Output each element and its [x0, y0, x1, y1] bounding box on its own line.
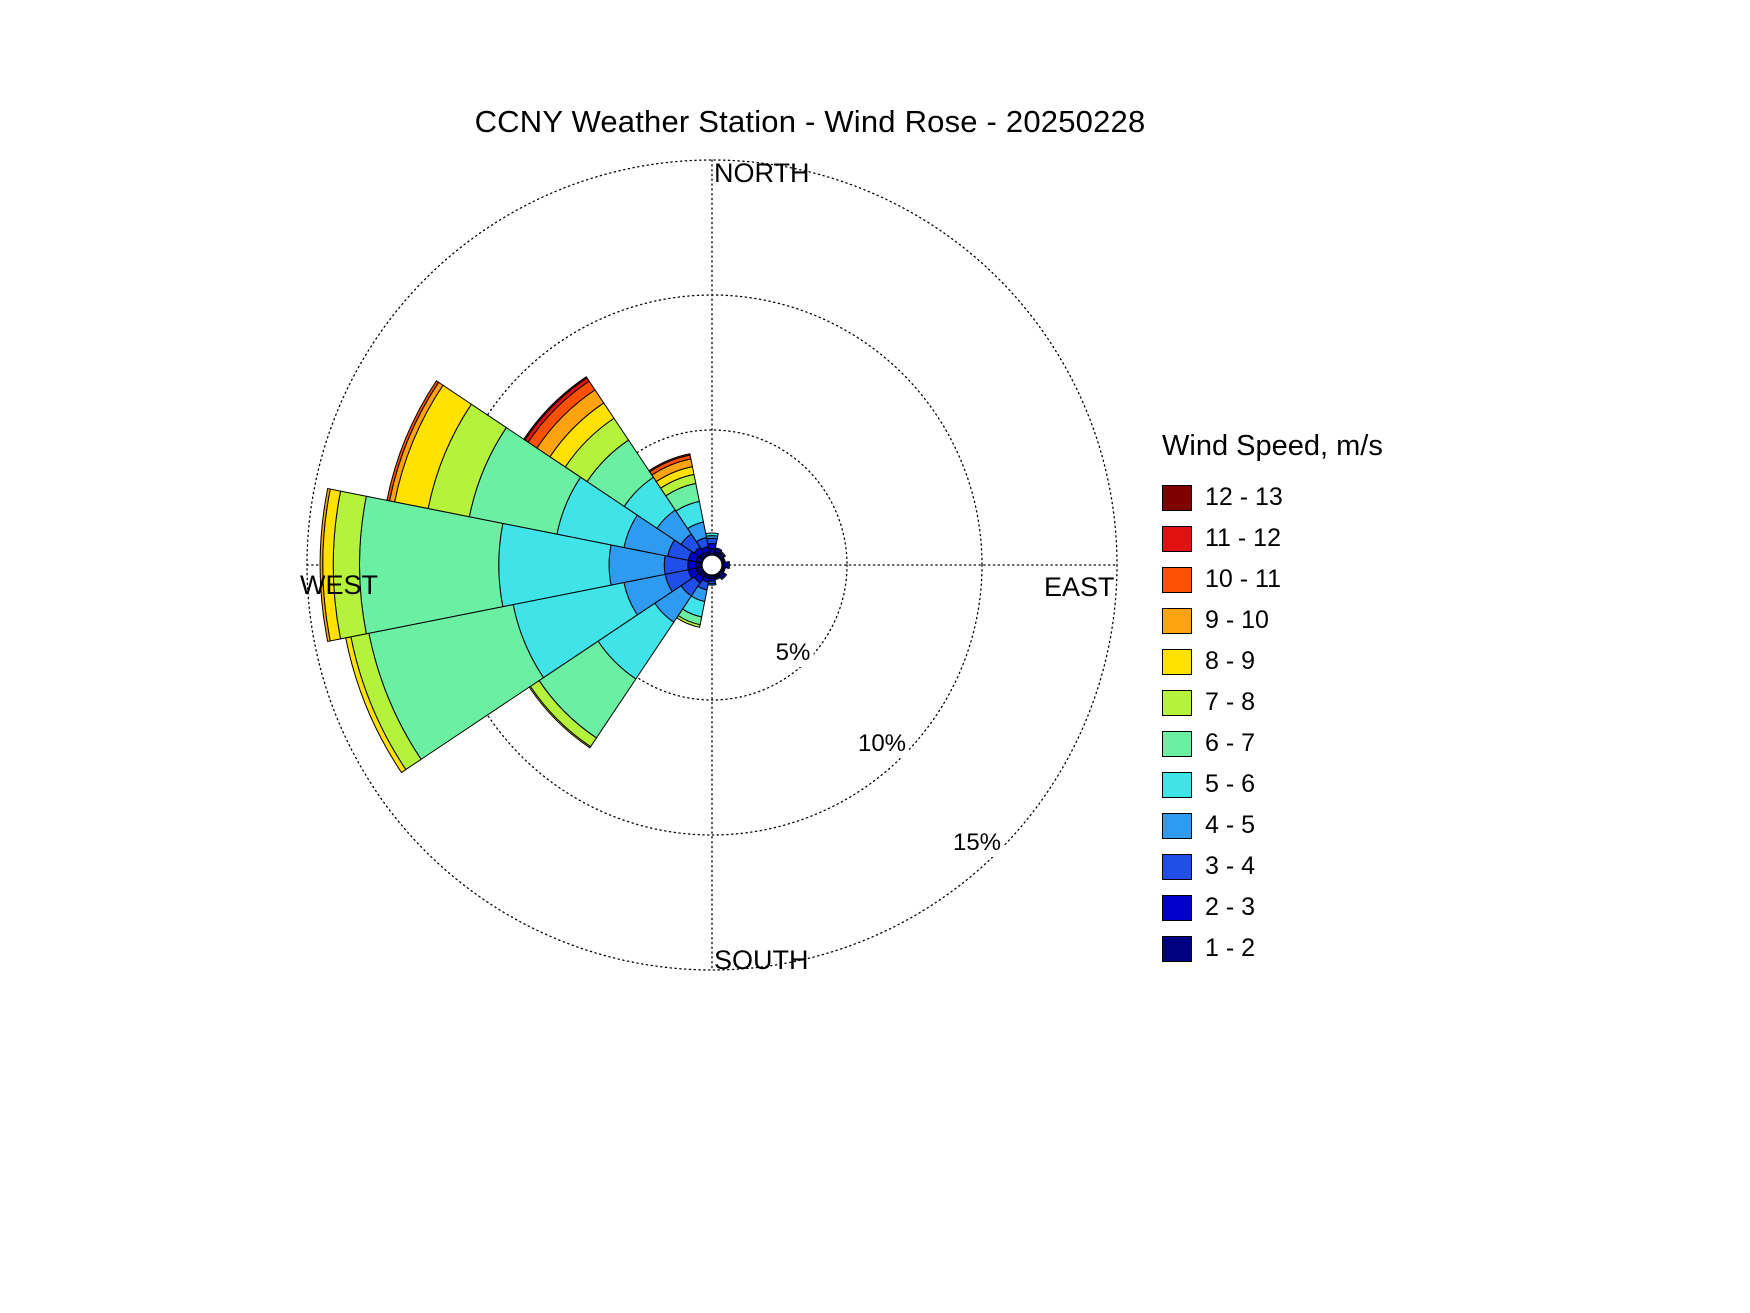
radial-tick-label-5pct: 5%	[772, 639, 814, 667]
legend: Wind Speed, m/s 12 - 13 11 - 12 10 - 11 9 -…	[1162, 430, 1383, 976]
legend-item: 9 - 10	[1162, 606, 1383, 634]
legend-label: 8 - 9	[1205, 647, 1256, 675]
legend-swatch	[1162, 607, 1192, 634]
legend-item: 7 - 8	[1162, 688, 1383, 716]
legend-item: 10 - 11	[1162, 565, 1383, 593]
legend-item: 5 - 6	[1162, 770, 1383, 798]
legend-swatch	[1162, 566, 1192, 593]
legend-item: 11 - 12	[1162, 524, 1383, 552]
legend-label: 5 - 6	[1205, 770, 1256, 798]
petal-segment-E-3-4	[727, 560, 731, 570]
legend-swatch	[1162, 648, 1192, 675]
legend-swatch	[1162, 894, 1192, 921]
legend-item: 1 - 2	[1162, 934, 1383, 962]
petal-segment-W-9-10	[319, 487, 331, 643]
legend-label: 6 - 7	[1205, 729, 1256, 757]
petal-segment-N-5-6	[705, 532, 719, 537]
legend-label: 9 - 10	[1205, 606, 1269, 634]
legend-item: 8 - 9	[1162, 647, 1383, 675]
legend-label: 12 - 13	[1205, 483, 1283, 511]
legend-swatch	[1162, 935, 1192, 962]
legend-item: 3 - 4	[1162, 852, 1383, 880]
legend-label: 1 - 2	[1205, 934, 1256, 962]
legend-swatch	[1162, 853, 1192, 880]
petal-segment-NE-3-4	[719, 550, 727, 558]
legend-item: 2 - 3	[1162, 893, 1383, 921]
compass-label-north: NORTH	[714, 158, 810, 188]
petal-segment-S-4-5	[707, 582, 717, 586]
legend-swatch	[1162, 525, 1192, 552]
legend-swatch	[1162, 689, 1192, 716]
legend-swatch	[1162, 812, 1192, 839]
compass-label-west: WEST	[300, 570, 378, 600]
legend-item: 6 - 7	[1162, 729, 1383, 757]
legend-label: 7 - 8	[1205, 688, 1256, 716]
legend-swatch	[1162, 730, 1192, 757]
petal-segment-NNW-11-12	[648, 453, 691, 473]
legend-label: 10 - 11	[1205, 565, 1281, 593]
petal-segment-NW-12-13	[523, 376, 588, 441]
radial-tick-label-10pct: 10%	[854, 730, 910, 758]
compass-label-south: SOUTH	[714, 945, 809, 975]
legend-title: Wind Speed, m/s	[1162, 430, 1383, 462]
legend-item: 12 - 13	[1162, 483, 1383, 511]
petal-segment-NNE-3-4	[714, 547, 723, 553]
compass-label-east: EAST	[1044, 572, 1115, 602]
legend-label: 3 - 4	[1205, 852, 1256, 880]
legend-item: 4 - 5	[1162, 811, 1383, 839]
legend-swatch	[1162, 771, 1192, 798]
legend-label: 2 - 3	[1205, 893, 1256, 921]
legend-label: 4 - 5	[1205, 811, 1256, 839]
petal-segment-WNW-10-11	[386, 380, 440, 502]
legend-rows: 12 - 13 11 - 12 10 - 11 9 - 10 8 - 9 7 - 8 6 -…	[1162, 483, 1383, 962]
radial-tick-label-15pct: 15%	[949, 829, 1005, 857]
legend-label: 11 - 12	[1205, 524, 1281, 552]
petal-segment-SE-3-4	[720, 573, 728, 581]
chart-title: CCNY Weather Station - Wind Rose - 20250…	[474, 104, 1146, 139]
rose-center-hole	[701, 554, 723, 576]
petal-segment-N-3-4	[706, 537, 718, 545]
legend-swatch	[1162, 484, 1192, 511]
